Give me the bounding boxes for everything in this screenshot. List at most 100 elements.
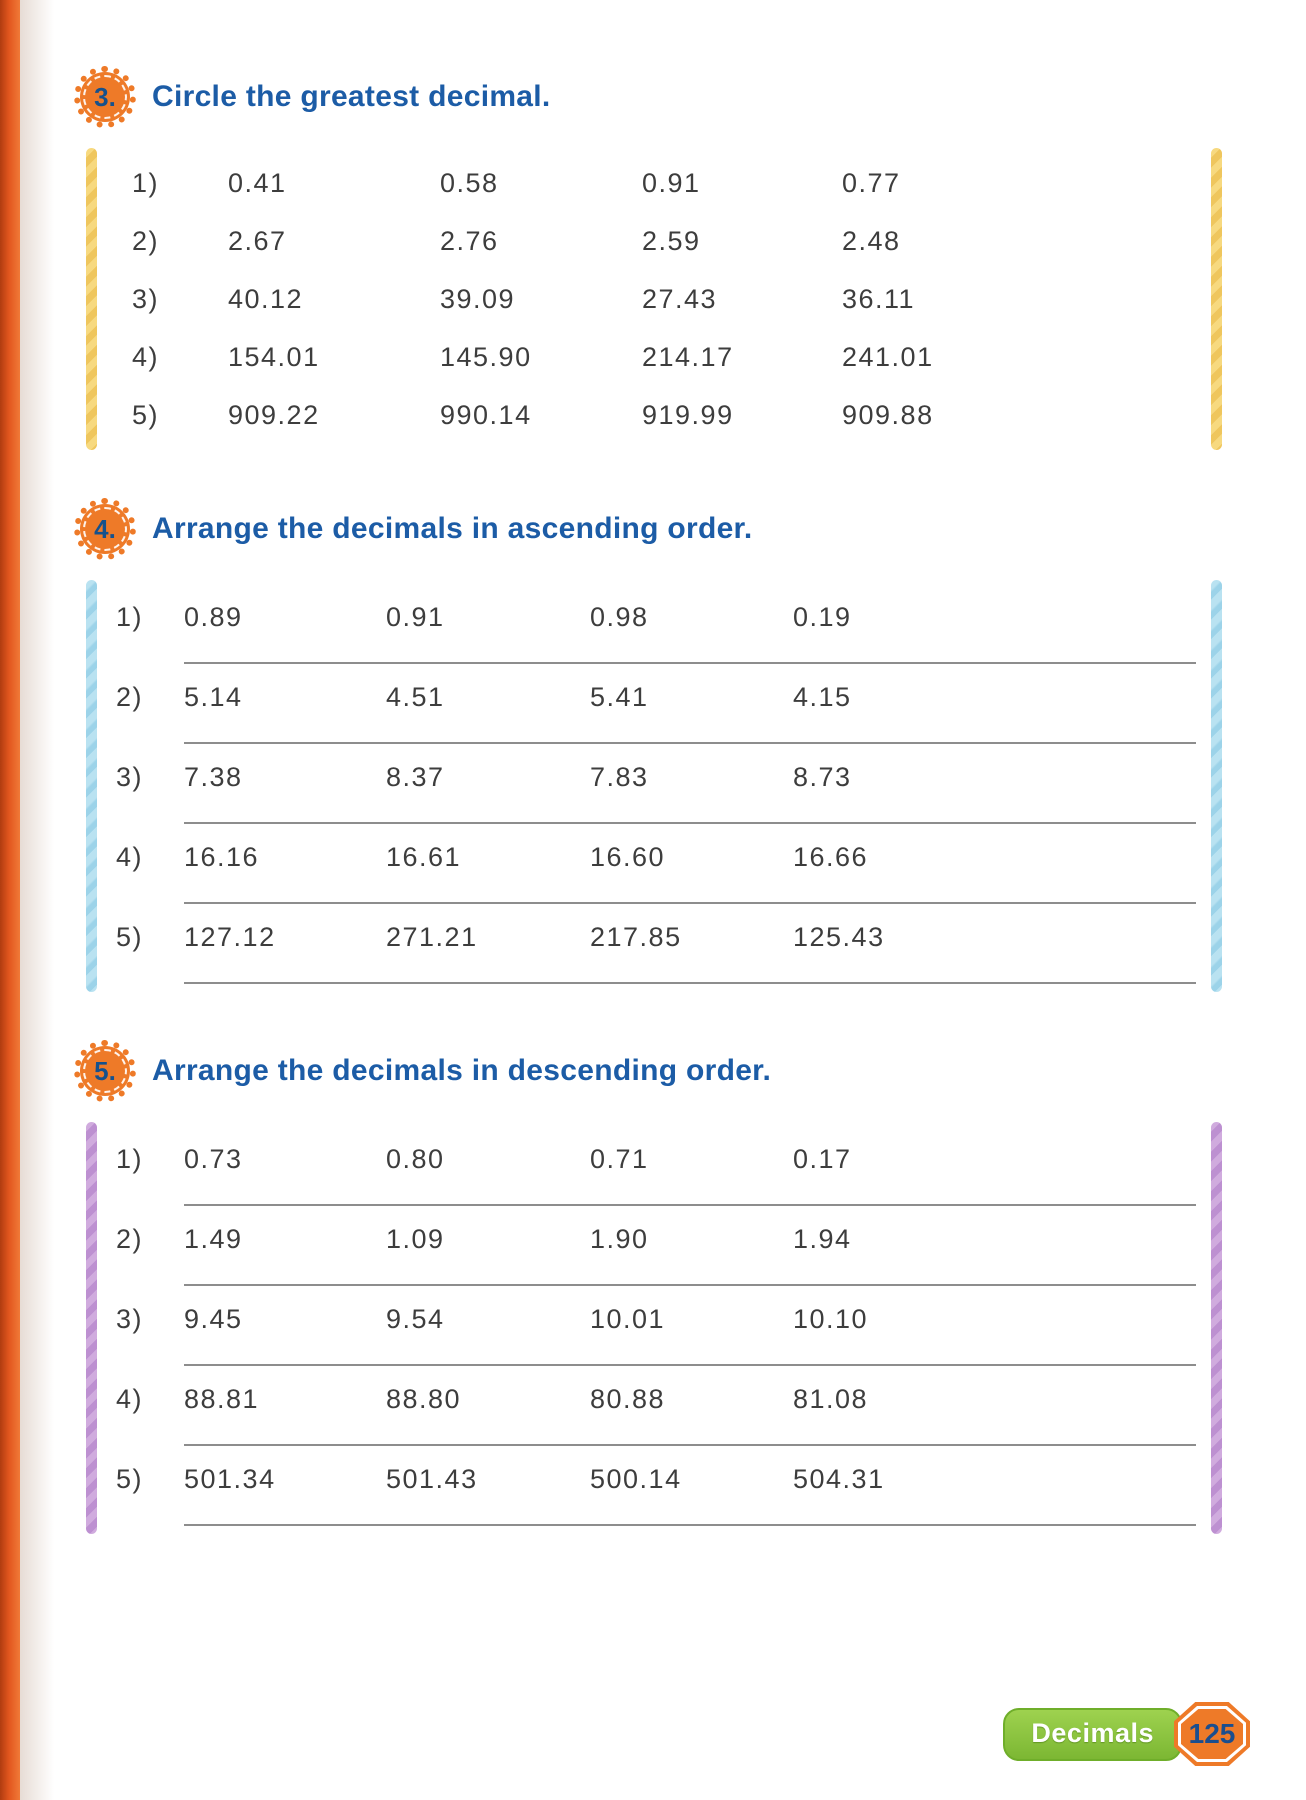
- exercise-number: 3.: [94, 81, 116, 112]
- decimal-value[interactable]: 0.91: [642, 167, 701, 198]
- exercise-header: 4. Arrange the decimals in ascending ord…: [74, 498, 1222, 560]
- decimal-value[interactable]: 919.99: [642, 399, 734, 430]
- answer-line[interactable]: [184, 1284, 1196, 1286]
- accent-bar-right: [1211, 148, 1222, 450]
- decimal-value[interactable]: 2.48: [842, 225, 901, 256]
- row-number: 1): [116, 601, 144, 632]
- decimal-value[interactable]: 39.09: [440, 283, 516, 314]
- decimal-value: 0.71: [590, 1143, 649, 1174]
- decimal-value[interactable]: 2.59: [642, 225, 701, 256]
- decimal-value: 0.89: [184, 601, 243, 632]
- exercise-number-badge: 4.: [74, 498, 136, 560]
- row-number: 5): [116, 921, 144, 952]
- row-number: 4): [116, 841, 144, 872]
- decimal-value: 80.88: [590, 1383, 666, 1414]
- decimal-value[interactable]: 40.12: [228, 283, 304, 314]
- decimal-value[interactable]: 0.41: [228, 167, 287, 198]
- decimal-value: 125.43: [793, 921, 885, 952]
- exercise-row: 4) 154.01 145.90 214.17 241.01: [132, 328, 1222, 386]
- section-tag-label: Decimals: [1031, 1717, 1154, 1748]
- decimal-value: 217.85: [590, 921, 682, 952]
- answer-line[interactable]: [184, 1524, 1196, 1526]
- decimal-value[interactable]: 0.77: [842, 167, 901, 198]
- answer-line[interactable]: [184, 742, 1196, 744]
- row-number: 2): [116, 681, 144, 712]
- book-spine: [0, 0, 20, 1800]
- exercise-row-block: 2) 5.14 4.51 5.41 4.15: [116, 666, 1222, 744]
- decimal-value[interactable]: 2.76: [440, 225, 499, 256]
- exercise-3: 3. Circle the greatest decimal. 1) 0.41 …: [74, 66, 1222, 450]
- row-number: 2): [132, 225, 160, 256]
- accent-bar-left: [86, 580, 97, 992]
- answer-line[interactable]: [184, 662, 1196, 664]
- page-number-badge: 125: [1174, 1702, 1250, 1766]
- decimal-value: 504.31: [793, 1463, 885, 1494]
- decimal-value[interactable]: 145.90: [440, 341, 532, 372]
- page-number-badge-center: 125: [1181, 1709, 1243, 1759]
- exercise-row-block: 4) 16.16 16.61 16.60 16.66: [116, 826, 1222, 904]
- decimal-value: 1.09: [386, 1223, 445, 1254]
- page-content: 3. Circle the greatest decimal. 1) 0.41 …: [74, 66, 1222, 1534]
- row-number: 3): [132, 283, 160, 314]
- exercise-row: 2) 2.67 2.76 2.59 2.48: [132, 212, 1222, 270]
- exercise-row: 1) 0.89 0.91 0.98 0.19: [116, 586, 1222, 634]
- decimal-value[interactable]: 36.11: [842, 283, 916, 314]
- exercise-row-block: 5) 501.34 501.43 500.14 504.31: [116, 1448, 1222, 1526]
- decimal-value: 4.15: [793, 681, 852, 712]
- answer-line[interactable]: [184, 1364, 1196, 1366]
- decimal-value[interactable]: 2.67: [228, 225, 287, 256]
- decimal-value: 1.49: [184, 1223, 243, 1254]
- answer-line[interactable]: [184, 982, 1196, 984]
- row-number: 3): [116, 761, 144, 792]
- exercise-title: Arrange the decimals in descending order…: [152, 1054, 772, 1087]
- decimal-value: 5.41: [590, 681, 649, 712]
- row-number: 4): [132, 341, 160, 372]
- decimal-value[interactable]: 214.17: [642, 341, 734, 372]
- decimal-value[interactable]: 241.01: [842, 341, 934, 372]
- decimal-value[interactable]: 27.43: [642, 283, 718, 314]
- decimal-value: 0.17: [793, 1143, 852, 1174]
- decimal-value: 88.81: [184, 1383, 260, 1414]
- row-number: 2): [116, 1223, 144, 1254]
- decimal-value: 16.60: [590, 841, 666, 872]
- answer-line[interactable]: [184, 1204, 1196, 1206]
- decimal-value: 0.80: [386, 1143, 445, 1174]
- exercise-row: 5) 501.34 501.43 500.14 504.31: [116, 1448, 1222, 1496]
- page-number-badge-ring: 125: [1178, 1706, 1246, 1762]
- exercise-row: 2) 1.49 1.09 1.90 1.94: [116, 1208, 1222, 1256]
- exercise-row: 4) 88.81 88.80 80.88 81.08: [116, 1368, 1222, 1416]
- page-number: 125: [1188, 1718, 1236, 1749]
- accent-bar-right: [1211, 580, 1222, 992]
- decimal-value: 0.19: [793, 601, 852, 632]
- row-number: 1): [132, 167, 160, 198]
- decimal-value: 81.08: [793, 1383, 869, 1414]
- decimal-value: 501.34: [184, 1463, 276, 1494]
- exercise-row-block: 4) 88.81 88.80 80.88 81.08: [116, 1368, 1222, 1446]
- exercise-number: 4.: [94, 513, 116, 544]
- decimal-value[interactable]: 0.58: [440, 167, 499, 198]
- exercise-row-block: 3) 7.38 8.37 7.83 8.73: [116, 746, 1222, 824]
- decimal-value: 10.01: [590, 1303, 666, 1334]
- row-number: 3): [116, 1303, 144, 1334]
- exercise-body: 1) 0.73 0.80 0.71 0.17 2) 1.49 1.09: [80, 1122, 1222, 1534]
- answer-line[interactable]: [184, 822, 1196, 824]
- decimal-value[interactable]: 909.22: [228, 399, 320, 430]
- answer-line[interactable]: [184, 1444, 1196, 1446]
- exercise-5: 5. Arrange the decimals in descending or…: [74, 1040, 1222, 1534]
- exercise-row-block: 3) 9.45 9.54 10.01 10.10: [116, 1288, 1222, 1366]
- row-number: 5): [116, 1463, 144, 1494]
- exercise-4: 4. Arrange the decimals in ascending ord…: [74, 498, 1222, 992]
- decimal-value[interactable]: 154.01: [228, 341, 320, 372]
- answer-line[interactable]: [184, 902, 1196, 904]
- accent-bar-left: [86, 1122, 97, 1534]
- exercise-row: 3) 40.12 39.09 27.43 36.11: [132, 270, 1222, 328]
- exercise-row: 4) 16.16 16.61 16.60 16.66: [116, 826, 1222, 874]
- row-number: 1): [116, 1143, 144, 1174]
- exercise-row-block: 1) 0.89 0.91 0.98 0.19: [116, 586, 1222, 664]
- decimal-value: 0.91: [386, 601, 445, 632]
- exercise-row: 3) 7.38 8.37 7.83 8.73: [116, 746, 1222, 794]
- exercise-row: 5) 127.12 271.21 217.85 125.43: [116, 906, 1222, 954]
- decimal-value[interactable]: 990.14: [440, 399, 532, 430]
- decimal-value[interactable]: 909.88: [842, 399, 934, 430]
- decimal-value: 0.73: [184, 1143, 243, 1174]
